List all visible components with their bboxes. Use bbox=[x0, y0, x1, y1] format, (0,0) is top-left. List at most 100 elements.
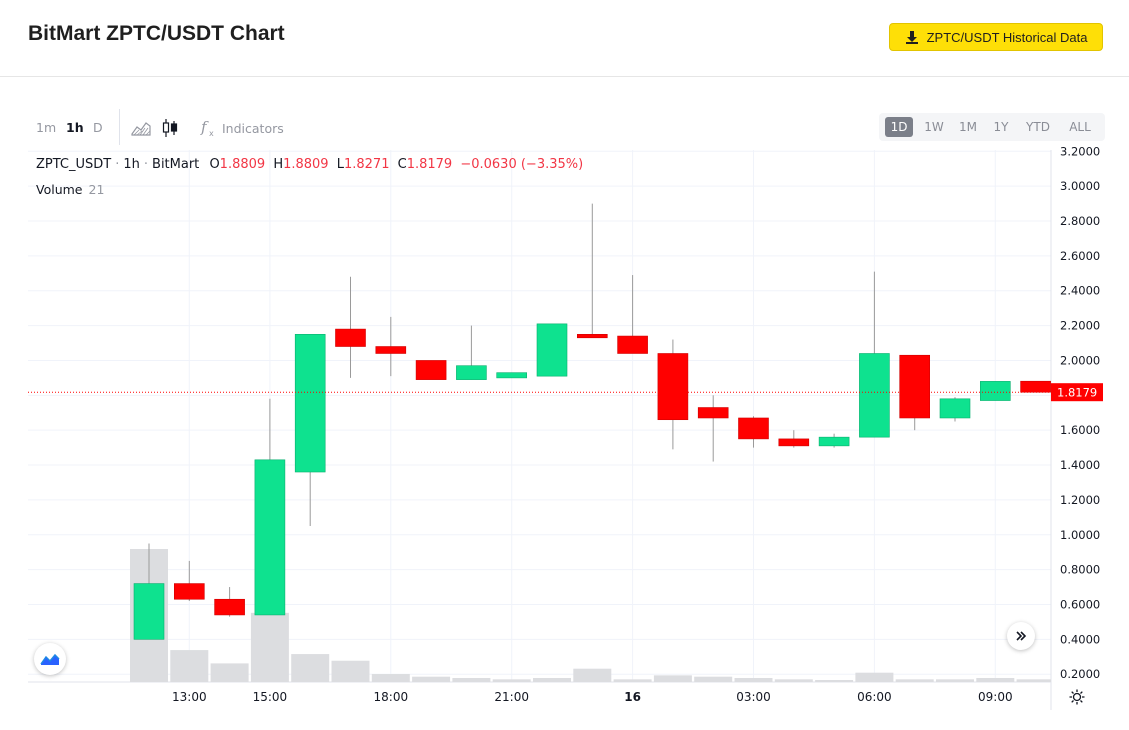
double-chevron-right-icon bbox=[1016, 631, 1027, 641]
volume-bar bbox=[613, 679, 652, 682]
candle-body bbox=[456, 365, 487, 380]
x-tick-label: 21:00 bbox=[494, 690, 529, 704]
y-tick-label: 0.6000 bbox=[1060, 597, 1100, 611]
interval-d[interactable]: D bbox=[93, 120, 103, 135]
candle-body bbox=[617, 335, 648, 354]
y-tick-label: 1.4000 bbox=[1060, 458, 1100, 472]
volume-bar bbox=[492, 679, 531, 682]
legend-high: 1.8809 bbox=[283, 157, 329, 172]
page-title: BitMart ZPTC/USDT Chart bbox=[28, 22, 285, 45]
y-tick-label: 0.2000 bbox=[1060, 667, 1100, 681]
candle-body bbox=[818, 436, 850, 447]
y-tick-label: 1.6000 bbox=[1060, 423, 1100, 437]
ohlc-legend: ZPTC_USDT · 1h · BitMart O1.8809 H1.8809 L1.… bbox=[36, 157, 584, 172]
interval-1h[interactable]: 1h bbox=[66, 120, 84, 135]
candle-body bbox=[294, 334, 326, 473]
last-price-tag bbox=[1051, 383, 1103, 402]
range-1d[interactable]: 1D bbox=[885, 117, 913, 137]
volume-bar bbox=[653, 675, 692, 682]
legend-exchange: BitMart bbox=[152, 157, 200, 172]
candle-body bbox=[899, 354, 931, 419]
volume-bar bbox=[210, 663, 249, 682]
legend-open-label: O bbox=[209, 157, 220, 172]
candle-body bbox=[214, 598, 245, 616]
candle-body bbox=[738, 417, 769, 440]
y-tick-label: 2.6000 bbox=[1060, 249, 1100, 263]
area-chart-icon[interactable] bbox=[131, 118, 151, 136]
last-price-label: 1.8179 bbox=[1057, 386, 1097, 400]
volume-bar bbox=[855, 672, 894, 682]
y-tick-label: 2.8000 bbox=[1060, 214, 1100, 228]
tradingview-icon bbox=[40, 653, 60, 665]
volume-bar bbox=[936, 679, 974, 682]
candle-body bbox=[133, 583, 165, 640]
candle-body bbox=[536, 323, 568, 377]
historical-data-label: ZPTC/USDT Historical Data bbox=[926, 29, 1088, 45]
y-tick-label: 2.0000 bbox=[1060, 353, 1100, 367]
candle-body bbox=[375, 346, 407, 354]
settings-gear-icon[interactable] bbox=[1068, 688, 1086, 706]
toolbar-divider bbox=[119, 109, 120, 145]
range-all[interactable]: ALL bbox=[1069, 120, 1091, 134]
legend-symbol: ZPTC_USDT bbox=[36, 157, 112, 172]
y-tick-label: 2.4000 bbox=[1060, 284, 1100, 298]
x-tick-label: 15:00 bbox=[253, 690, 288, 704]
fx-icon[interactable]: f x bbox=[200, 118, 218, 138]
y-tick-label: 3.2000 bbox=[1060, 144, 1100, 158]
legend-close: 1.8179 bbox=[406, 157, 453, 172]
range-1w[interactable]: 1W bbox=[924, 120, 944, 134]
legend-change: −0.0630 (−3.35%) bbox=[460, 157, 584, 172]
candle-body bbox=[415, 360, 447, 380]
y-tick-label: 0.8000 bbox=[1060, 563, 1100, 577]
volume-bar bbox=[250, 612, 289, 682]
range-1m[interactable]: 1M bbox=[959, 120, 977, 134]
candle-body bbox=[576, 334, 608, 339]
candle-body bbox=[697, 407, 729, 419]
legend-high-label: H bbox=[273, 157, 284, 172]
y-tick-label: 3.0000 bbox=[1060, 179, 1100, 193]
volume-label: Volume bbox=[36, 182, 83, 197]
legend-low: 1.8271 bbox=[343, 157, 390, 172]
volume-bar bbox=[291, 654, 330, 682]
candle-body bbox=[859, 353, 890, 438]
legend-open: 1.8809 bbox=[219, 157, 266, 172]
y-tick-label: 1.0000 bbox=[1060, 528, 1100, 542]
svg-text:f: f bbox=[200, 118, 209, 136]
historical-data-button[interactable]: ZPTC/USDT Historical Data bbox=[889, 23, 1103, 51]
price-chart[interactable]: 0.2000 0.4000 0.6000 0.8000 1.0000 1.2000 1.40… bbox=[0, 140, 1129, 730]
candle-body bbox=[979, 381, 1011, 401]
volume-bar bbox=[1016, 679, 1051, 682]
candlestick-icon[interactable] bbox=[161, 118, 179, 138]
candle-body bbox=[657, 353, 689, 421]
candle-body bbox=[174, 583, 205, 600]
interval-1m[interactable]: 1m bbox=[36, 120, 57, 135]
candle-body bbox=[496, 372, 528, 379]
candle-body bbox=[254, 459, 286, 616]
range-1y[interactable]: 1Y bbox=[993, 120, 1009, 134]
x-tick-label: 06:00 bbox=[857, 690, 892, 704]
x-tick-label: 03:00 bbox=[736, 690, 771, 704]
x-tick-label: 16 bbox=[624, 690, 641, 704]
legend-close-label: C bbox=[397, 157, 407, 172]
volume-bar bbox=[734, 678, 773, 682]
volume-bar bbox=[815, 680, 854, 682]
candle-body bbox=[939, 398, 971, 419]
svg-text:x: x bbox=[209, 129, 214, 138]
volume-bar bbox=[170, 650, 209, 682]
x-tick-label: 18:00 bbox=[374, 690, 409, 704]
indicators-button[interactable]: Indicators bbox=[222, 121, 284, 136]
range-ytd[interactable]: YTD bbox=[1026, 120, 1050, 134]
volume-legend: Volume 21 bbox=[36, 182, 104, 197]
volume-bar bbox=[976, 678, 1015, 682]
candle-body bbox=[778, 438, 810, 447]
volume-bar bbox=[694, 676, 733, 682]
volume-value: 21 bbox=[88, 182, 105, 197]
tradingview-logo[interactable] bbox=[34, 643, 66, 675]
chart-toolbar: 1m 1h D f x Indicators 1D 1W 1M 1Y YTD A… bbox=[28, 109, 1105, 145]
volume-bar bbox=[452, 678, 491, 682]
candle-body bbox=[1020, 380, 1051, 393]
volume-bar bbox=[533, 678, 571, 682]
y-tick-label: 0.4000 bbox=[1060, 632, 1100, 646]
scroll-to-realtime-button[interactable] bbox=[1007, 622, 1035, 650]
volume-bar bbox=[331, 660, 370, 682]
